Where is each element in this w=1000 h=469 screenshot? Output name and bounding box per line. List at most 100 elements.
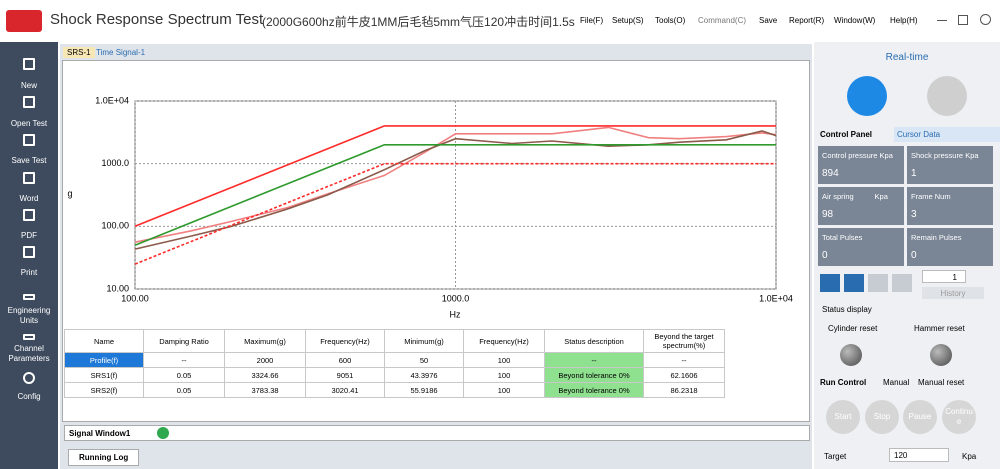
menu-item[interactable]: File(F) bbox=[580, 16, 604, 25]
tab[interactable]: Control Panel bbox=[820, 130, 873, 139]
sidebar-item[interactable]: Config bbox=[17, 392, 41, 401]
tab[interactable]: Manual reset bbox=[918, 378, 965, 387]
sidebar: New Open Test Save Test Word PDF Print E… bbox=[0, 42, 58, 469]
icon bbox=[23, 294, 35, 300]
pause-button[interactable]: Pause bbox=[903, 400, 937, 434]
menu-item[interactable]: Save bbox=[759, 16, 778, 25]
icon bbox=[23, 58, 35, 70]
sidebar-item[interactable]: Save Test bbox=[11, 156, 47, 165]
tile-value: 0 bbox=[911, 250, 917, 261]
sidebar-item[interactable]: PDF bbox=[21, 231, 37, 240]
power-button[interactable] bbox=[980, 14, 991, 25]
next-button[interactable] bbox=[868, 274, 888, 292]
minimize-button[interactable] bbox=[937, 20, 947, 21]
header-cell: Status description bbox=[544, 329, 644, 353]
history-button[interactable]: History bbox=[922, 287, 984, 299]
y-tick-label: 1.0E+04 bbox=[95, 95, 129, 105]
y-axis-label: g bbox=[67, 188, 72, 198]
add-button[interactable] bbox=[157, 427, 169, 439]
table-cell: 9051 bbox=[305, 367, 385, 383]
table-cell: -- bbox=[143, 352, 225, 368]
icon bbox=[23, 372, 35, 384]
stop-run-button[interactable]: Stop bbox=[865, 400, 899, 434]
test-name: (2000G600hz前牛皮1MM后毛毡5mm气压120冲击时间1.5s bbox=[262, 15, 575, 29]
tab[interactable]: Cursor Data bbox=[894, 127, 1000, 142]
tile-label: Frame Num bbox=[911, 192, 951, 201]
tile-label: Shock pressure Kpa bbox=[911, 151, 979, 160]
target-input[interactable]: 120 bbox=[889, 448, 949, 462]
x-tick-label: 1.0E+04 bbox=[759, 293, 793, 303]
table-cell: 0.05 bbox=[143, 382, 225, 398]
tile: Frame Num 3 bbox=[907, 187, 993, 225]
continue-button[interactable]: Continue bbox=[942, 400, 976, 434]
start-button[interactable]: Start bbox=[826, 400, 860, 434]
first-button[interactable] bbox=[820, 274, 840, 292]
tab[interactable]: Time Signal-1 bbox=[96, 48, 146, 57]
prev-button[interactable] bbox=[844, 274, 864, 292]
stop-button[interactable] bbox=[927, 76, 967, 116]
status-light bbox=[840, 344, 862, 366]
menu-item[interactable]: Help(H) bbox=[890, 16, 918, 25]
table-cell: Profile(f) bbox=[64, 352, 144, 368]
last-button[interactable] bbox=[892, 274, 912, 292]
sidebar-item[interactable]: Channel Parameters bbox=[8, 344, 50, 363]
status-label: Hammer reset bbox=[914, 324, 965, 333]
tile-label: Control pressure Kpa bbox=[822, 151, 893, 160]
menu-item[interactable]: Command(C) bbox=[698, 16, 747, 25]
tab[interactable]: Run Control bbox=[820, 378, 867, 387]
table-cell: SRS1(f) bbox=[64, 367, 144, 383]
menu-item[interactable]: Setup(S) bbox=[612, 16, 644, 25]
menu-item[interactable]: Tools(O) bbox=[655, 16, 686, 25]
result-table: Name Damping Ratio Maximum(g) Frequency(Hz)… bbox=[64, 329, 725, 398]
x-tick-label: 1000.0 bbox=[442, 293, 470, 303]
table-cell: 3324.66 bbox=[224, 367, 306, 383]
sidebar-item[interactable]: Open Test bbox=[10, 119, 48, 128]
table-cell: 2000 bbox=[224, 352, 306, 368]
table-cell: 62.1606 bbox=[643, 367, 725, 383]
header-cell: Frequency(Hz) bbox=[463, 329, 545, 353]
table-cell: 0.05 bbox=[143, 367, 225, 383]
table-cell: 3783.38 bbox=[224, 382, 306, 398]
tab[interactable]: Manual bbox=[883, 378, 910, 387]
tab[interactable]: SRS-1 bbox=[63, 47, 95, 58]
table-cell: 3020.41 bbox=[305, 382, 385, 398]
table-cell: SRS2(f) bbox=[64, 382, 144, 398]
y-tick-label: 10.00 bbox=[106, 283, 129, 293]
header-cell: Name bbox=[64, 329, 144, 353]
menu-item[interactable]: Report(R) bbox=[789, 16, 825, 25]
header-cell: Damping Ratio bbox=[143, 329, 225, 353]
menu-item[interactable]: Window(W) bbox=[834, 16, 876, 25]
table-cell: 100 bbox=[463, 382, 545, 398]
play-button[interactable] bbox=[847, 76, 887, 116]
header-cell: Maximum(g) bbox=[224, 329, 306, 353]
icon bbox=[23, 172, 35, 184]
header-cell: Frequency(Hz) bbox=[305, 329, 385, 353]
sidebar-item[interactable]: Word bbox=[19, 194, 39, 203]
frame-input[interactable]: 1 bbox=[922, 270, 966, 283]
sidebar-item[interactable]: Print bbox=[20, 268, 38, 277]
header-row: Name Damping Ratio Maximum(g) Frequency(Hz)… bbox=[64, 329, 725, 353]
table-row: SRS1(f) 0.05 3324.66 9051 43.3976 100 Beyond t… bbox=[64, 367, 725, 383]
table-row: Profile(f) -- 2000 600 50 100 -- -- bbox=[64, 352, 725, 368]
tile: Air spring Kpa 98 bbox=[818, 187, 904, 225]
icon bbox=[23, 134, 35, 146]
running-log-tab[interactable]: Running Log bbox=[68, 449, 140, 466]
target-label: Target bbox=[824, 452, 847, 461]
status-label: Cylinder reset bbox=[828, 324, 878, 333]
sidebar-item[interactable]: New bbox=[20, 81, 37, 90]
signal-window-bar: Signal Window1 bbox=[64, 425, 810, 441]
table-cell: -- bbox=[643, 352, 725, 368]
table-cell: -- bbox=[544, 352, 644, 368]
maximize-button[interactable] bbox=[958, 15, 968, 25]
y-tick-label: 100.00 bbox=[101, 221, 129, 231]
x-tick-label: 100.00 bbox=[121, 293, 149, 303]
sidebar-item[interactable]: Engineering Units bbox=[7, 306, 51, 325]
series-line bbox=[134, 143, 776, 246]
tile: Remain Pulses 0 bbox=[907, 228, 993, 266]
tile-value: 3 bbox=[911, 209, 917, 220]
table-cell: 100 bbox=[463, 352, 545, 368]
target-unit: Kpa bbox=[962, 452, 977, 461]
section-label: Status display bbox=[822, 305, 872, 314]
